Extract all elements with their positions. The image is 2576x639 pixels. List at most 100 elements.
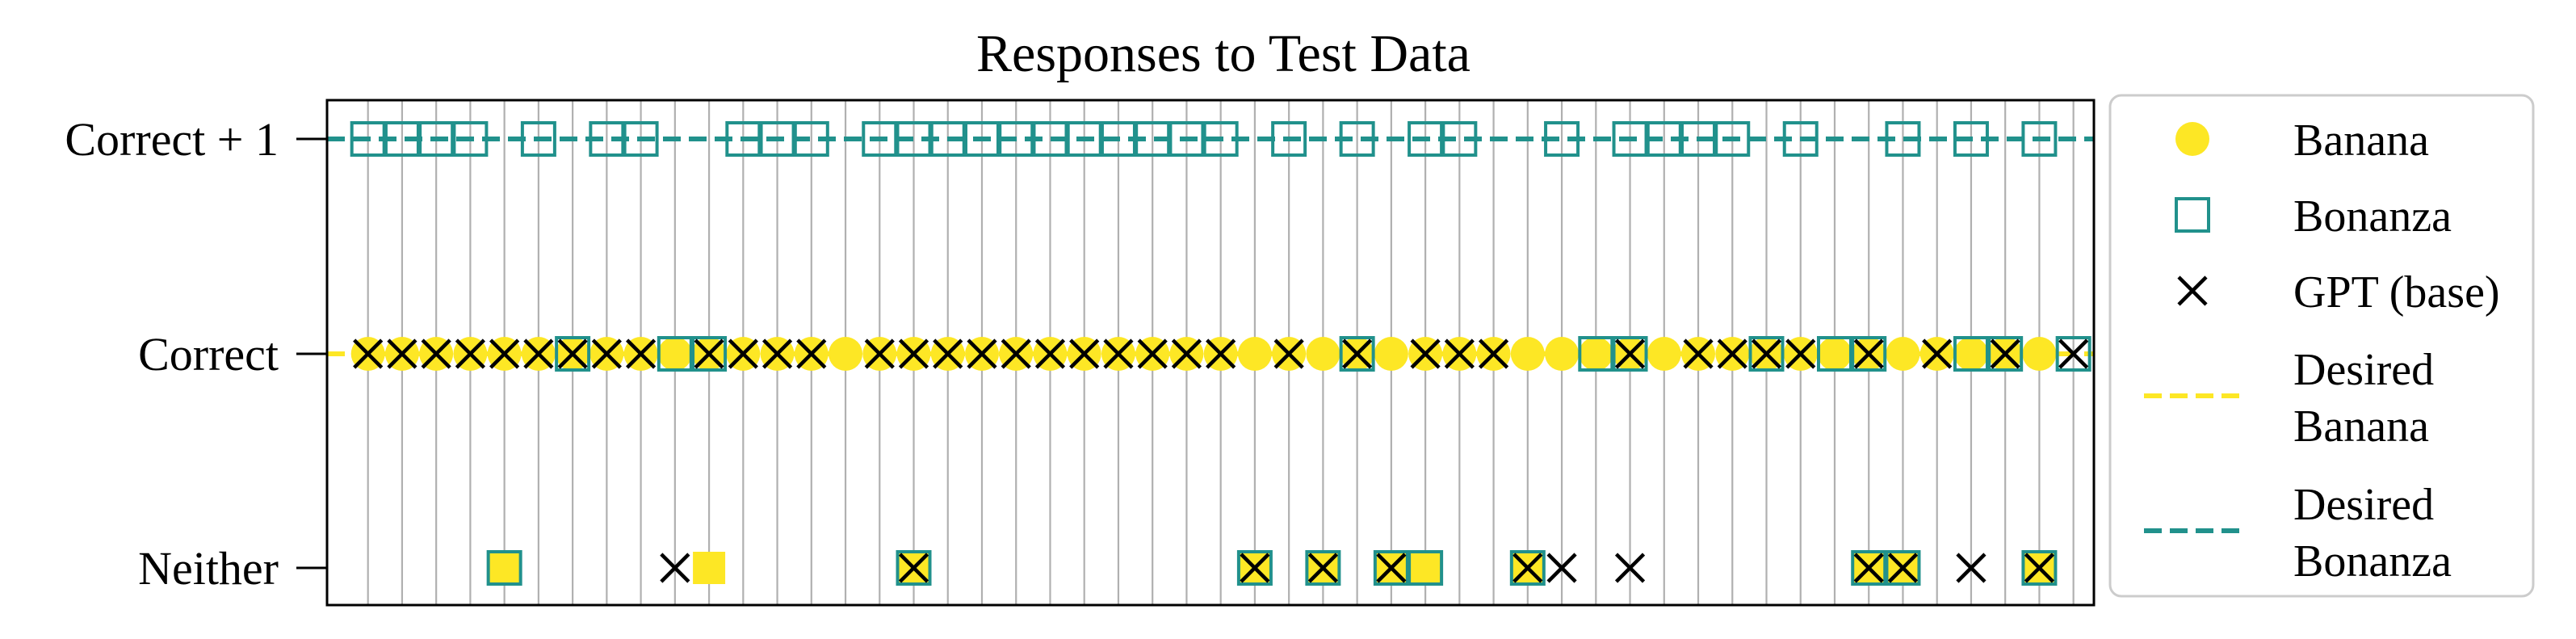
reference-lines bbox=[327, 137, 2094, 356]
gpt-base-point-stroke bbox=[1478, 338, 1509, 369]
legend-label: GPT (base) bbox=[2293, 267, 2500, 317]
bonanza-point bbox=[1816, 336, 1852, 372]
gpt-base-point-stroke bbox=[1307, 553, 1338, 583]
bonanza-point bbox=[1714, 121, 1751, 157]
bonanza-point bbox=[896, 121, 932, 157]
bonanza-point bbox=[929, 121, 966, 157]
gpt-base-point-stroke bbox=[1342, 338, 1373, 369]
bonanza-point bbox=[1544, 121, 1580, 157]
gpt-base-point bbox=[591, 338, 622, 369]
bonanza-point bbox=[1680, 121, 1717, 157]
banana-point bbox=[1510, 337, 1545, 371]
banana-point bbox=[1306, 337, 1340, 371]
gpt-base-point-stroke bbox=[1751, 338, 1782, 369]
gpt-base-point-stroke bbox=[1206, 338, 1236, 369]
legend-label: Bonanza bbox=[2293, 191, 2452, 242]
legend-marker-stroke bbox=[2177, 275, 2208, 306]
gpt-base-point bbox=[1614, 338, 1646, 369]
bonanza-point bbox=[1851, 336, 1887, 372]
bonanza-point bbox=[1339, 121, 1375, 157]
gpt-base-point bbox=[728, 338, 758, 369]
banana-point bbox=[1579, 337, 1613, 371]
banana-point bbox=[829, 337, 863, 371]
banana-point bbox=[1953, 337, 1988, 371]
gpt-base-point-stroke bbox=[967, 338, 997, 369]
gpt-base-point bbox=[523, 338, 554, 369]
gpt-base-point bbox=[1444, 338, 1475, 369]
banana-point bbox=[488, 552, 521, 584]
bonanza-point bbox=[1885, 121, 1921, 157]
bonanza-point bbox=[1646, 121, 1682, 157]
gpt-base-point bbox=[1240, 553, 1270, 583]
legend-label: Desired bbox=[2293, 480, 2434, 530]
bonanza-point bbox=[1953, 121, 1989, 157]
bonanza-point bbox=[1578, 336, 1614, 372]
legend-entry: GPT (base) bbox=[2177, 267, 2500, 317]
bonanza-point bbox=[1612, 121, 1648, 157]
gpt-base-point-stroke bbox=[1069, 338, 1100, 369]
gpt-base-point-stroke bbox=[1240, 553, 1270, 583]
gpt-base-point-stroke bbox=[1137, 338, 1168, 369]
gpt-base-point bbox=[1171, 338, 1202, 369]
gpt-base-point-stroke bbox=[898, 338, 929, 369]
gpt-base-point bbox=[1785, 338, 1816, 369]
gpt-base-point-stroke bbox=[1990, 338, 2020, 369]
gpt-base-point bbox=[864, 338, 895, 369]
gpt-base-point bbox=[1990, 338, 2020, 369]
bonanza-point bbox=[486, 550, 522, 586]
gpt-base-point bbox=[1206, 338, 1236, 369]
legend-box bbox=[2108, 94, 2535, 598]
gpt-base-point-stroke bbox=[694, 338, 724, 369]
gpt-base-point bbox=[1001, 338, 1031, 369]
gpt-base-point bbox=[489, 338, 520, 369]
gpt-base-point-stroke bbox=[1410, 338, 1441, 369]
bonanza-point bbox=[657, 336, 693, 372]
legend-label: Banana bbox=[2293, 116, 2429, 166]
gpt-base-point-stroke bbox=[1512, 553, 1543, 583]
bonanza-point bbox=[1032, 121, 1068, 157]
banana-point bbox=[1545, 337, 1580, 371]
gpt-base-point-stroke bbox=[1717, 338, 1747, 369]
gpt-base-point bbox=[761, 338, 793, 369]
gpt-base-point bbox=[1546, 553, 1577, 583]
gpt-base-point bbox=[2024, 553, 2055, 583]
bonanza-point bbox=[896, 550, 932, 586]
bonanza-point bbox=[793, 121, 829, 157]
gpt-base-point-stroke bbox=[1853, 338, 1884, 369]
gpt-base-point bbox=[1069, 338, 1100, 369]
bonanza-point bbox=[1441, 121, 1478, 157]
gpt-base-point-stroke bbox=[1614, 553, 1646, 583]
gpt-base-point-stroke bbox=[1444, 338, 1475, 369]
gpt-base-point bbox=[967, 338, 997, 369]
legend-label: Banana bbox=[2293, 401, 2429, 452]
gpt-base-point bbox=[694, 338, 724, 369]
gpt-base-point bbox=[1103, 338, 1134, 369]
gpt-base-point-stroke bbox=[489, 338, 520, 369]
banana-point bbox=[1237, 337, 1272, 371]
bonanza-point bbox=[1408, 550, 1444, 586]
bonanza-point bbox=[589, 121, 625, 157]
bonanza-point bbox=[555, 336, 591, 372]
bonanza-point bbox=[725, 121, 761, 157]
gpt-base-point bbox=[1614, 553, 1646, 583]
y-tick-label: Correct + 1 bbox=[65, 113, 279, 166]
gpt-base-point bbox=[1751, 338, 1782, 369]
legend-entry: Desired Bonanza bbox=[2144, 480, 2452, 586]
bonanza-point bbox=[350, 121, 386, 157]
bonanza-point bbox=[1168, 121, 1205, 157]
bonanza-point bbox=[862, 121, 898, 157]
gpt-base-point-stroke bbox=[660, 553, 690, 583]
legend: Banana Bonanza GPT (base) Desired Banana Desi… bbox=[2108, 94, 2535, 598]
bonanza-point bbox=[963, 121, 1000, 157]
bonanza-point bbox=[1066, 121, 1102, 157]
y-axis: Neither Correct Correct + 1 bbox=[65, 113, 327, 595]
gpt-base-point-stroke bbox=[1171, 338, 1202, 369]
gpt-base-point-stroke bbox=[1887, 553, 1919, 583]
gpt-base-point-stroke bbox=[1614, 338, 1646, 369]
gpt-base-point bbox=[898, 553, 929, 583]
gpt-base-point-stroke bbox=[2024, 553, 2055, 583]
gpt-base-point-stroke bbox=[1922, 338, 1953, 369]
gpt-base-point-stroke bbox=[1273, 338, 1304, 369]
gpt-base-point-stroke bbox=[1683, 338, 1714, 369]
